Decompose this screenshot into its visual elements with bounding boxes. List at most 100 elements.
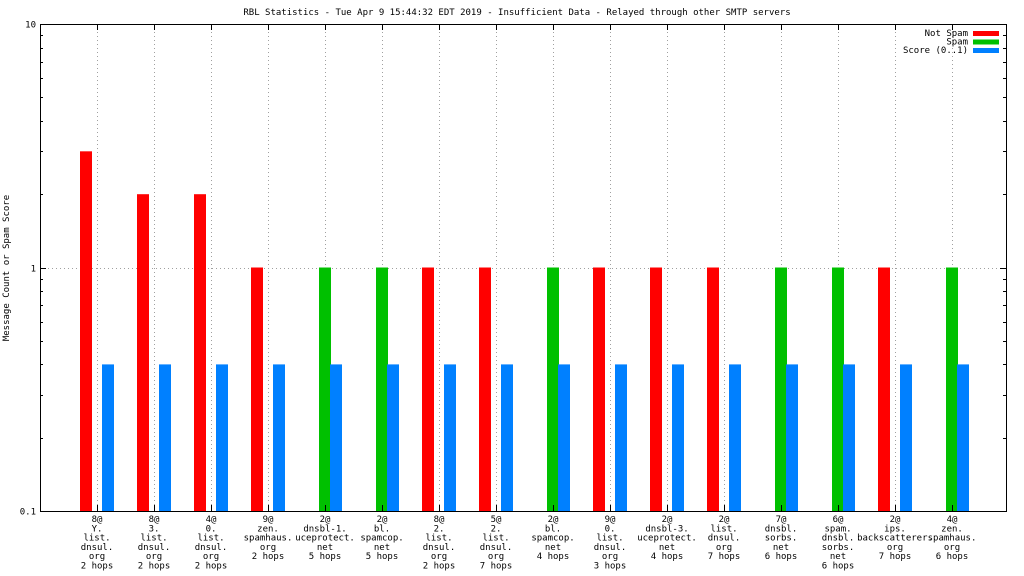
x-tick-label-line: 7@	[776, 515, 787, 525]
bar-spam	[946, 267, 958, 511]
x-tick-label-line: dnsul.	[708, 534, 741, 544]
x-tick-label-line: 4 hops	[651, 552, 684, 562]
x-tick-label-line: spamcop.	[360, 534, 403, 544]
bar-not-spam	[251, 267, 263, 511]
x-tick-label-line: list.	[197, 534, 224, 544]
x-tick-label-line: bl.	[374, 524, 390, 534]
x-tick-label-line: 2 hops	[138, 562, 171, 572]
x-tick-label-line: 7 hops	[708, 552, 741, 562]
bar-not-spam	[80, 151, 92, 511]
legend-swatch	[973, 39, 999, 45]
x-tick-label: 2@ bl. spamcop. net 5 hops	[360, 515, 403, 562]
x-tick-label-line: 6 hops	[822, 562, 855, 572]
x-tick-label-line: uceprotect.	[295, 534, 355, 544]
x-tick-label-line: 2@	[377, 515, 388, 525]
x-tick-label-line: 7 hops	[480, 562, 513, 572]
x-tick-label: 8@ 3. list. dnsul. org 2 hops	[138, 515, 171, 572]
x-tick-label-line: 4@	[947, 515, 958, 525]
x-tick-label-line: dnsul.	[594, 543, 627, 553]
x-tick-label: 7@ dnsbl. sorbs. net 6 hops	[765, 515, 798, 562]
x-tick-label-line: net	[659, 543, 675, 553]
x-tick-label-line: ips.	[884, 524, 906, 534]
x-tick-label-line: dnsbl-3.	[645, 524, 688, 534]
bar-score-0-1	[501, 364, 513, 511]
bar-score-0-1	[159, 364, 171, 511]
x-tick-label-line: 5 hops	[366, 552, 399, 562]
x-tick-label-line: 2@	[662, 515, 673, 525]
bar-spam	[376, 267, 388, 511]
x-tick-label-line: 2 hops	[423, 562, 456, 572]
bar-spam	[319, 267, 331, 511]
legend-swatch	[973, 31, 999, 36]
x-tick-label-line: sorbs.	[822, 543, 855, 553]
x-tick-label: 9@ zen. spamhaus. org 2 hops	[244, 515, 293, 562]
x-tick-label-line: backscatterer.	[857, 534, 933, 544]
x-tick-label-line: net	[374, 543, 390, 553]
x-tick-label-line: spamhaus.	[928, 534, 977, 544]
y-tick-label: 1	[31, 265, 36, 275]
x-tick-label-line: org	[260, 543, 276, 553]
y-tick-label: 0.1	[20, 508, 36, 518]
x-tick-label: 4@ 0. list. dnsul. org 2 hops	[195, 515, 228, 572]
x-tick-label-line: bl.	[545, 524, 561, 534]
x-tick-label-line: dnsul.	[81, 543, 114, 553]
x-tick-label-line: 2@	[548, 515, 559, 525]
x-tick-label-line: org	[716, 543, 732, 553]
x-tick-label-line: 6@	[833, 515, 844, 525]
x-tick-label-line: 3.	[149, 524, 160, 534]
x-tick-label-line: 2 hops	[195, 562, 228, 572]
x-tick-label-line: spamcop.	[531, 534, 574, 544]
x-tick-label-line: 5 hops	[309, 552, 342, 562]
bar-not-spam	[422, 267, 434, 511]
x-tick-label: 2@ dnsbl-3. uceprotect. net 4 hops	[637, 515, 697, 562]
x-tick-label-line: sorbs.	[765, 534, 798, 544]
x-tick-label-line: 0.	[605, 524, 616, 534]
axis-ticks: 0.1 1 10	[20, 21, 1006, 518]
legend-label: Not Spam	[925, 29, 968, 39]
x-tick-label-line: dnsul.	[423, 543, 456, 553]
legend-label: Spam	[946, 38, 968, 48]
x-tick-label-line: spamhaus.	[244, 534, 293, 544]
bar-score-0-1	[900, 364, 912, 511]
x-tick-label-line: org	[887, 543, 903, 553]
x-tick-label-line: spam.	[824, 524, 851, 534]
x-tick-label-line: 4@	[206, 515, 217, 525]
plot-frame	[40, 24, 1007, 512]
bar-score-0-1	[786, 364, 798, 511]
x-tick-label-line: 2@	[719, 515, 730, 525]
x-tick-label-line: 8@	[149, 515, 160, 525]
x-tick-label: 6@ spam. dnsbl. sorbs. net 6 hops	[822, 515, 855, 572]
x-tick-label-line: list.	[140, 534, 167, 544]
x-tick-label-line: net	[773, 543, 789, 553]
x-tick-label-line: 9@	[263, 515, 274, 525]
legend-label: Score (0..1)	[903, 46, 968, 56]
x-tick-label-line: org	[203, 552, 219, 562]
x-tick-label: 2@ dnsbl-1. uceprotect. net 5 hops	[295, 515, 355, 562]
x-tick-label-line: list.	[83, 534, 110, 544]
legend-swatch	[973, 48, 999, 53]
x-tick-label-line: list.	[596, 534, 623, 544]
bar-score-0-1	[843, 364, 855, 511]
bar-score-0-1	[672, 364, 684, 511]
x-tick-label-line: 7 hops	[879, 552, 912, 562]
x-tick-label-line: 9@	[605, 515, 616, 525]
x-tick-label-line: 6 hops	[765, 552, 798, 562]
x-tick-label-line: 3 hops	[594, 562, 627, 572]
x-tick-label: 2@ list. dnsul. org 7 hops	[708, 515, 741, 562]
y-tick-label: 10	[25, 21, 36, 31]
x-tick-label-line: net	[830, 552, 846, 562]
x-tick-label-line: org	[602, 552, 618, 562]
x-tick-label-line: org	[944, 543, 960, 553]
x-tick-label-line: dnsbl.	[822, 534, 855, 544]
x-tick-label-line: dnsbl.	[765, 524, 798, 534]
x-tick-label-line: 2@	[890, 515, 901, 525]
bar-score-0-1	[615, 364, 627, 511]
bar-not-spam	[137, 194, 149, 511]
bar-score-0-1	[729, 364, 741, 511]
x-tick-label-line: Y.	[92, 524, 103, 534]
bar-spam	[547, 267, 559, 511]
x-tick-label-line: list.	[710, 524, 737, 534]
bar-score-0-1	[216, 364, 228, 511]
